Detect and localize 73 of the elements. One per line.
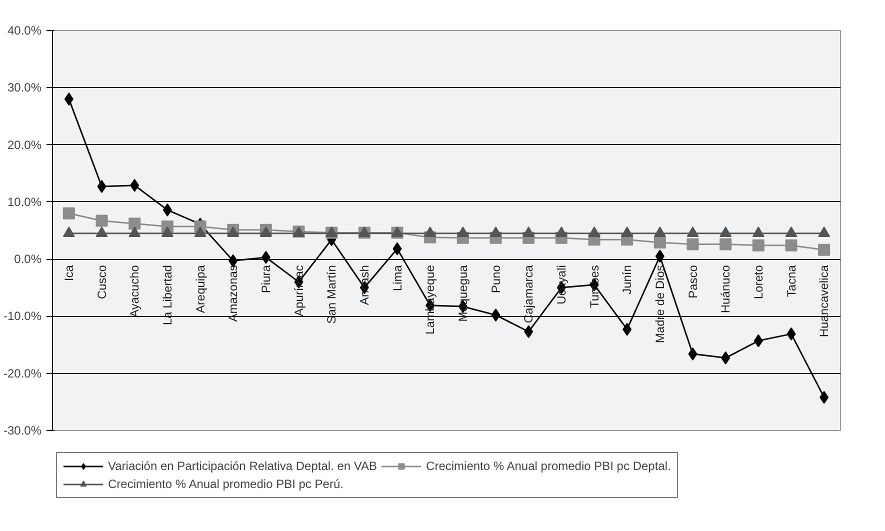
y-tick-label: 20.0% xyxy=(7,138,42,152)
point xyxy=(555,226,568,238)
point xyxy=(818,226,830,238)
point xyxy=(785,226,798,238)
point xyxy=(490,226,502,238)
point xyxy=(64,92,74,106)
point xyxy=(820,390,829,404)
point xyxy=(161,226,174,238)
point xyxy=(721,351,730,364)
x-tick-label: Ayacucho xyxy=(128,264,142,318)
x-tick-label: San Martín xyxy=(324,265,339,324)
point xyxy=(162,203,172,216)
point xyxy=(96,226,108,238)
point xyxy=(654,226,666,238)
x-tick-label: Madre de Dios xyxy=(652,265,667,344)
point xyxy=(654,236,666,248)
y-tick-label: 10.0% xyxy=(7,194,42,209)
point xyxy=(686,238,699,250)
point xyxy=(62,226,75,238)
x-tick-label: Ica xyxy=(62,264,76,282)
legend-label: Crecimiento % Anual promedio PBI pc Deptal. xyxy=(426,459,671,473)
point xyxy=(392,242,402,256)
point xyxy=(588,226,600,238)
point xyxy=(752,226,764,238)
point xyxy=(720,238,732,250)
legend-label: Variación en Participación Relativa Deptal. en VAB xyxy=(108,459,378,473)
x-tick-label: Loreto xyxy=(751,264,766,300)
x-tick-label: Huancavelica xyxy=(817,264,832,338)
x-tick-label: Cusco xyxy=(94,264,109,300)
point xyxy=(655,250,664,263)
point xyxy=(260,226,272,238)
x-tick-label: Puno xyxy=(488,264,503,294)
point xyxy=(128,226,141,238)
point xyxy=(621,226,634,238)
point xyxy=(456,226,469,238)
point xyxy=(522,226,535,238)
x-tick-label: Huánuco xyxy=(718,264,733,314)
x-tick-label: Tacna xyxy=(784,264,798,298)
point xyxy=(785,239,798,252)
point xyxy=(96,214,108,227)
point xyxy=(128,218,141,230)
point xyxy=(720,226,732,238)
point xyxy=(261,250,270,264)
legend-label: Crecimiento % Anual promedio PBI pc Perú. xyxy=(108,477,344,491)
point xyxy=(97,180,106,193)
point xyxy=(62,207,75,220)
point xyxy=(524,325,534,338)
point xyxy=(194,226,206,238)
y-tick-label: -10.0% xyxy=(3,309,42,324)
point xyxy=(491,308,500,322)
point xyxy=(754,334,763,348)
y-tick-label: 0.0% xyxy=(14,252,42,266)
y-tick-label: 30.0% xyxy=(7,80,42,95)
point xyxy=(818,244,830,256)
x-tick-label: Lima xyxy=(390,264,404,292)
point xyxy=(424,226,436,238)
y-tick-label: -20.0% xyxy=(3,366,42,380)
y-tick-label: -30.0% xyxy=(3,424,42,438)
x-tick-label: Piura xyxy=(258,264,273,294)
x-tick-label: Arequipa xyxy=(193,264,208,314)
x-tick-label: Junín xyxy=(620,265,634,294)
x-tick-label: La Libertad xyxy=(160,265,174,326)
y-tick-label: 40.0% xyxy=(7,24,42,38)
point xyxy=(688,347,698,360)
point xyxy=(227,226,240,238)
point xyxy=(752,239,764,252)
x-tick-label: Amazonas xyxy=(226,265,240,322)
point xyxy=(130,178,140,192)
point xyxy=(622,322,632,336)
point xyxy=(786,327,796,340)
x-tick-label: Pasco xyxy=(686,264,700,298)
point xyxy=(686,226,699,238)
x-tick-label: Cajamarca xyxy=(522,264,536,324)
